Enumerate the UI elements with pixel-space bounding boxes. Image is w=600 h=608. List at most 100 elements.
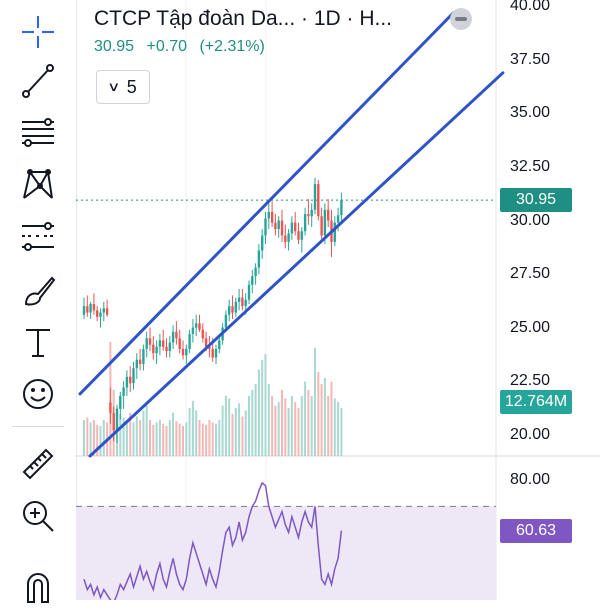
brush-tool[interactable] xyxy=(12,266,64,314)
candle-body xyxy=(115,408,119,431)
volume-bar xyxy=(248,396,250,456)
volume-bar xyxy=(271,396,274,456)
volume-bar xyxy=(155,422,158,456)
volume-bar xyxy=(257,369,260,456)
candle-body xyxy=(201,329,204,339)
chart-area[interactable]: CTCP Tập đoàn Da... · 1D · H... 30.95 +0… xyxy=(76,0,600,600)
trend-line-icon xyxy=(22,64,54,98)
volume-bar xyxy=(314,348,316,456)
forecast-icon xyxy=(22,222,54,251)
zoom-in-icon xyxy=(23,501,54,532)
candle-body xyxy=(228,306,231,315)
volume-bar xyxy=(224,396,227,456)
candle-body xyxy=(142,348,145,364)
candle-body xyxy=(247,284,251,300)
volume-bar xyxy=(139,420,142,456)
volume-bar xyxy=(290,396,293,456)
volume-bar xyxy=(323,378,326,456)
volume-tag: 12.764M xyxy=(500,390,572,414)
brush-icon xyxy=(24,276,56,306)
candle-body xyxy=(198,323,201,330)
candle-body xyxy=(336,215,340,223)
zoom-in-tool[interactable] xyxy=(12,492,64,540)
volume-bar xyxy=(261,360,264,456)
volume-bar xyxy=(274,405,277,456)
volume-bar xyxy=(168,420,171,456)
volume-bar xyxy=(221,405,224,456)
legend-values: 30.95 +0.70 (+2.31%) xyxy=(94,38,424,56)
volume-bar xyxy=(132,422,135,456)
candle-body xyxy=(327,209,330,221)
emoji-tool[interactable] xyxy=(12,370,64,418)
volume-bar xyxy=(267,384,270,456)
chart-legend: CTCP Tập đoàn Da... · 1D · H... 30.95 +0… xyxy=(94,6,424,56)
volume-bar xyxy=(340,408,343,456)
volume-bar xyxy=(327,396,330,456)
ruler-icon xyxy=(22,448,54,480)
candle-body xyxy=(102,308,105,313)
candle-body xyxy=(264,218,267,236)
candle-body xyxy=(181,348,185,356)
magnet-tool[interactable] xyxy=(12,560,64,608)
volume-bar xyxy=(231,414,234,456)
volume-bar xyxy=(149,420,151,456)
candle-body xyxy=(320,216,323,236)
volume-bar xyxy=(300,396,303,456)
fib-retracement-tool[interactable] xyxy=(12,108,64,156)
forecast-tool[interactable] xyxy=(12,212,64,260)
volume-bar xyxy=(152,424,155,456)
candle-body xyxy=(155,346,158,354)
volume-bar xyxy=(162,423,165,456)
collapse-legend-handle[interactable] xyxy=(450,8,472,30)
candle-body xyxy=(270,211,274,223)
volume-bar xyxy=(238,403,241,456)
volume-bar xyxy=(307,390,310,456)
price-change: +0.70 xyxy=(146,38,187,55)
candle-body xyxy=(86,306,89,313)
symbol-title[interactable]: CTCP Tập đoàn Da... · 1D · H... xyxy=(94,7,392,30)
text-tool[interactable] xyxy=(12,318,64,366)
volume-bar xyxy=(142,410,145,456)
xabcd-pattern-tool[interactable] xyxy=(12,160,64,208)
volume-bar xyxy=(304,381,307,456)
candle-body xyxy=(112,413,115,431)
volume-bar xyxy=(317,372,320,456)
price-axis-label: 25.00 xyxy=(510,318,551,336)
candle-body xyxy=(241,297,244,307)
rsi-axis-label: 80.00 xyxy=(510,471,551,489)
candle-body xyxy=(109,402,112,414)
candle-body xyxy=(303,214,307,232)
last-price: 30.95 xyxy=(94,38,135,55)
volume-bar xyxy=(215,423,217,456)
trend-line-tool[interactable] xyxy=(12,56,64,104)
volume-bar xyxy=(337,402,340,456)
indicators-toggle-button[interactable]: ∨ 5 xyxy=(96,70,150,104)
volume-bar xyxy=(294,402,297,456)
candle-body xyxy=(175,331,178,339)
candle-body xyxy=(148,338,152,345)
candle-body xyxy=(307,214,310,217)
ruler-tool[interactable] xyxy=(12,440,64,488)
volume-bar xyxy=(122,417,125,456)
candle-body xyxy=(300,231,303,240)
volume-bar xyxy=(92,420,95,456)
price-axis-label: 35.00 xyxy=(510,104,551,122)
candle-body xyxy=(211,348,214,358)
volume-bar xyxy=(211,422,214,456)
candle-body xyxy=(204,338,208,347)
crosshair-tool[interactable] xyxy=(12,8,64,56)
candle-body xyxy=(129,376,132,384)
candle-body xyxy=(178,338,181,349)
candle-body xyxy=(284,235,287,242)
volume-bar xyxy=(241,416,244,456)
price-chart[interactable] xyxy=(76,0,600,600)
candle-body xyxy=(274,222,277,230)
candle-body xyxy=(152,344,155,354)
candle-body xyxy=(145,338,148,349)
volume-bar xyxy=(102,420,105,456)
volume-bar xyxy=(175,421,178,456)
candle-body xyxy=(82,306,86,315)
candle-body xyxy=(251,276,254,285)
candle-body xyxy=(119,396,122,409)
candle-body xyxy=(237,297,241,302)
